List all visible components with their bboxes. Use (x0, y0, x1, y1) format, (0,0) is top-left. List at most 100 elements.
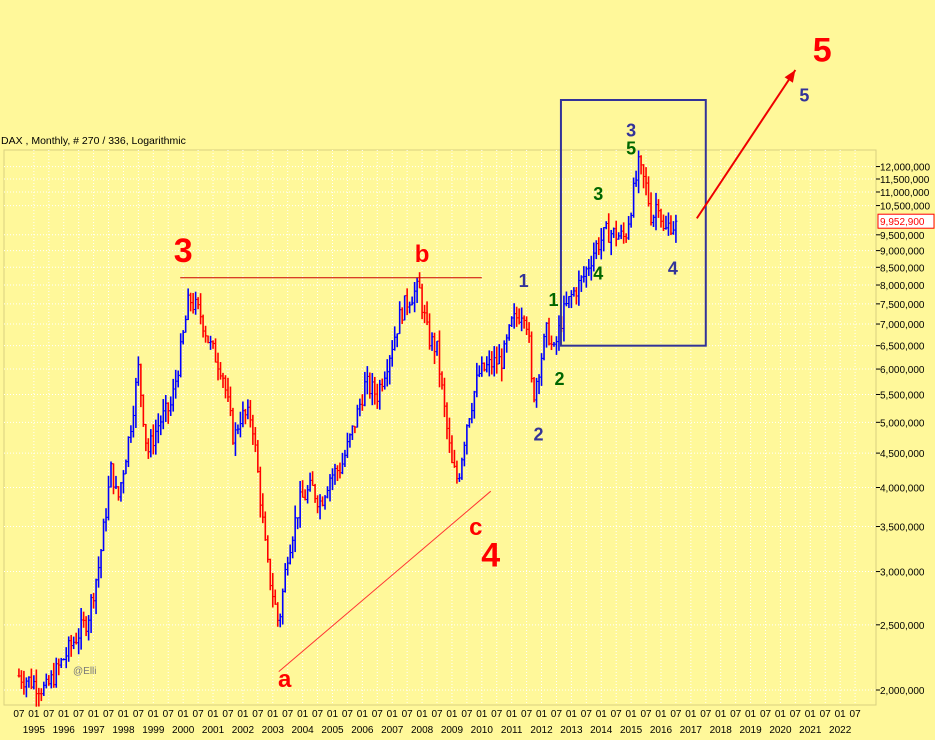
x-year-label: 1997 (82, 725, 105, 736)
x-month-label: 01 (745, 709, 757, 720)
y-tick-label: 5,000,000 (880, 418, 925, 429)
wave-label: 2 (554, 369, 564, 389)
x-year-label: 2021 (799, 725, 822, 736)
x-month-label: 01 (387, 709, 399, 720)
wave-label: 1 (519, 271, 529, 291)
x-month-label: 01 (536, 709, 548, 720)
x-month-label: 07 (431, 709, 443, 720)
x-month-label: 07 (73, 709, 85, 720)
grid (4, 150, 876, 705)
x-month-label: 01 (417, 709, 429, 720)
current-value-box (877, 213, 935, 229)
x-month-label: 01 (237, 709, 249, 720)
x-month-label: 07 (790, 709, 802, 720)
x-month-label: 07 (640, 709, 652, 720)
chart-title: DAX , Monthly, # 270 / 336, Logarithmic (1, 135, 186, 147)
x-month-label: 01 (506, 709, 518, 720)
x-month-label: 07 (193, 709, 205, 720)
x-month-label: 01 (715, 709, 727, 720)
projection-arrow-head (784, 70, 796, 83)
y-tick-label: 4,000,000 (880, 484, 925, 495)
x-month-label: 01 (357, 709, 369, 720)
x-month-label: 07 (372, 709, 384, 720)
wave-label: 3 (626, 121, 636, 141)
y-tick-label: 9,500,000 (880, 231, 925, 242)
x-year-label: 1996 (53, 725, 76, 736)
x-month-label: 07 (282, 709, 294, 720)
x-month-label: 07 (760, 709, 772, 720)
x-month-label: 01 (148, 709, 160, 720)
y-tick-label: 7,000,000 (880, 320, 925, 331)
x-year-label: 2017 (680, 725, 703, 736)
wave-label: 5 (799, 85, 809, 105)
wave-label: 4 (481, 537, 500, 575)
x-year-label: 2001 (202, 725, 225, 736)
wave-label: 3 (174, 232, 193, 270)
x-month-label: 07 (222, 709, 234, 720)
y-tick-label: 2,000,000 (880, 686, 925, 697)
x-year-label: 2015 (620, 725, 643, 736)
y-tick-label: 12,000,000 (880, 163, 930, 174)
wave-label: 5 (813, 31, 832, 69)
wave-label: 2 (534, 424, 544, 444)
y-tick-label: 5,500,000 (880, 390, 925, 401)
x-year-label: 2002 (232, 725, 255, 736)
x-month-label: 01 (655, 709, 667, 720)
x-year-label: 2022 (829, 725, 852, 736)
x-year-label: 2013 (560, 725, 583, 736)
x-year-label: 1999 (142, 725, 165, 736)
x-month-label: 01 (178, 709, 190, 720)
x-month-label: 01 (775, 709, 787, 720)
x-month-label: 07 (252, 709, 264, 720)
x-month-label: 07 (312, 709, 324, 720)
x-year-label: 2012 (530, 725, 553, 736)
x-month-label: 07 (402, 709, 414, 720)
x-month-label: 01 (58, 709, 70, 720)
wave-label: 5 (626, 139, 636, 159)
current-value-tag: 9,952,900 (877, 213, 935, 229)
x-year-label: 1995 (23, 725, 46, 736)
price-bar (674, 214, 678, 243)
x-year-label: 2000 (172, 725, 195, 736)
y-tick-label: 11,000,000 (880, 188, 930, 199)
x-year-label: 2014 (590, 725, 613, 736)
y-tick-label: 3,500,000 (880, 523, 925, 534)
x-month-label: 07 (133, 709, 145, 720)
x-year-label: 2008 (411, 725, 434, 736)
x-month-label: 07 (581, 709, 593, 720)
x-month-label: 07 (342, 709, 354, 720)
x-month-label: 07 (670, 709, 682, 720)
x-year-label: 2016 (650, 725, 673, 736)
x-year-label: 1998 (112, 725, 135, 736)
x-month-label: 01 (297, 709, 309, 720)
x-year-label: 2010 (471, 725, 494, 736)
axes: 12,000,00011,500,00011,000,00010,500,000… (13, 163, 930, 736)
x-month-label: 07 (700, 709, 712, 720)
x-month-label: 07 (730, 709, 742, 720)
x-month-label: 01 (476, 709, 488, 720)
x-month-label: 01 (28, 709, 40, 720)
y-tick-label: 10,500,000 (880, 202, 930, 213)
x-month-label: 01 (835, 709, 847, 720)
x-month-label: 01 (566, 709, 578, 720)
y-tick-label: 9,000,000 (880, 247, 925, 258)
x-month-label: 01 (596, 709, 608, 720)
x-year-label: 2020 (769, 725, 792, 736)
wave-label: 4 (668, 258, 678, 278)
x-month-label: 07 (611, 709, 623, 720)
watermark: @Elli (73, 666, 97, 677)
x-year-label: 2009 (441, 725, 464, 736)
y-tick-label: 8,000,000 (880, 281, 925, 292)
x-year-label: 2007 (381, 725, 404, 736)
plot-area (3, 149, 877, 707)
y-tick-label: 3,000,000 (880, 568, 925, 579)
x-month-label: 07 (13, 709, 25, 720)
x-month-label: 01 (118, 709, 130, 720)
x-month-label: 07 (551, 709, 563, 720)
x-year-label: 2018 (710, 725, 733, 736)
x-month-label: 07 (43, 709, 55, 720)
x-month-label: 07 (163, 709, 175, 720)
x-year-label: 2004 (292, 725, 315, 736)
